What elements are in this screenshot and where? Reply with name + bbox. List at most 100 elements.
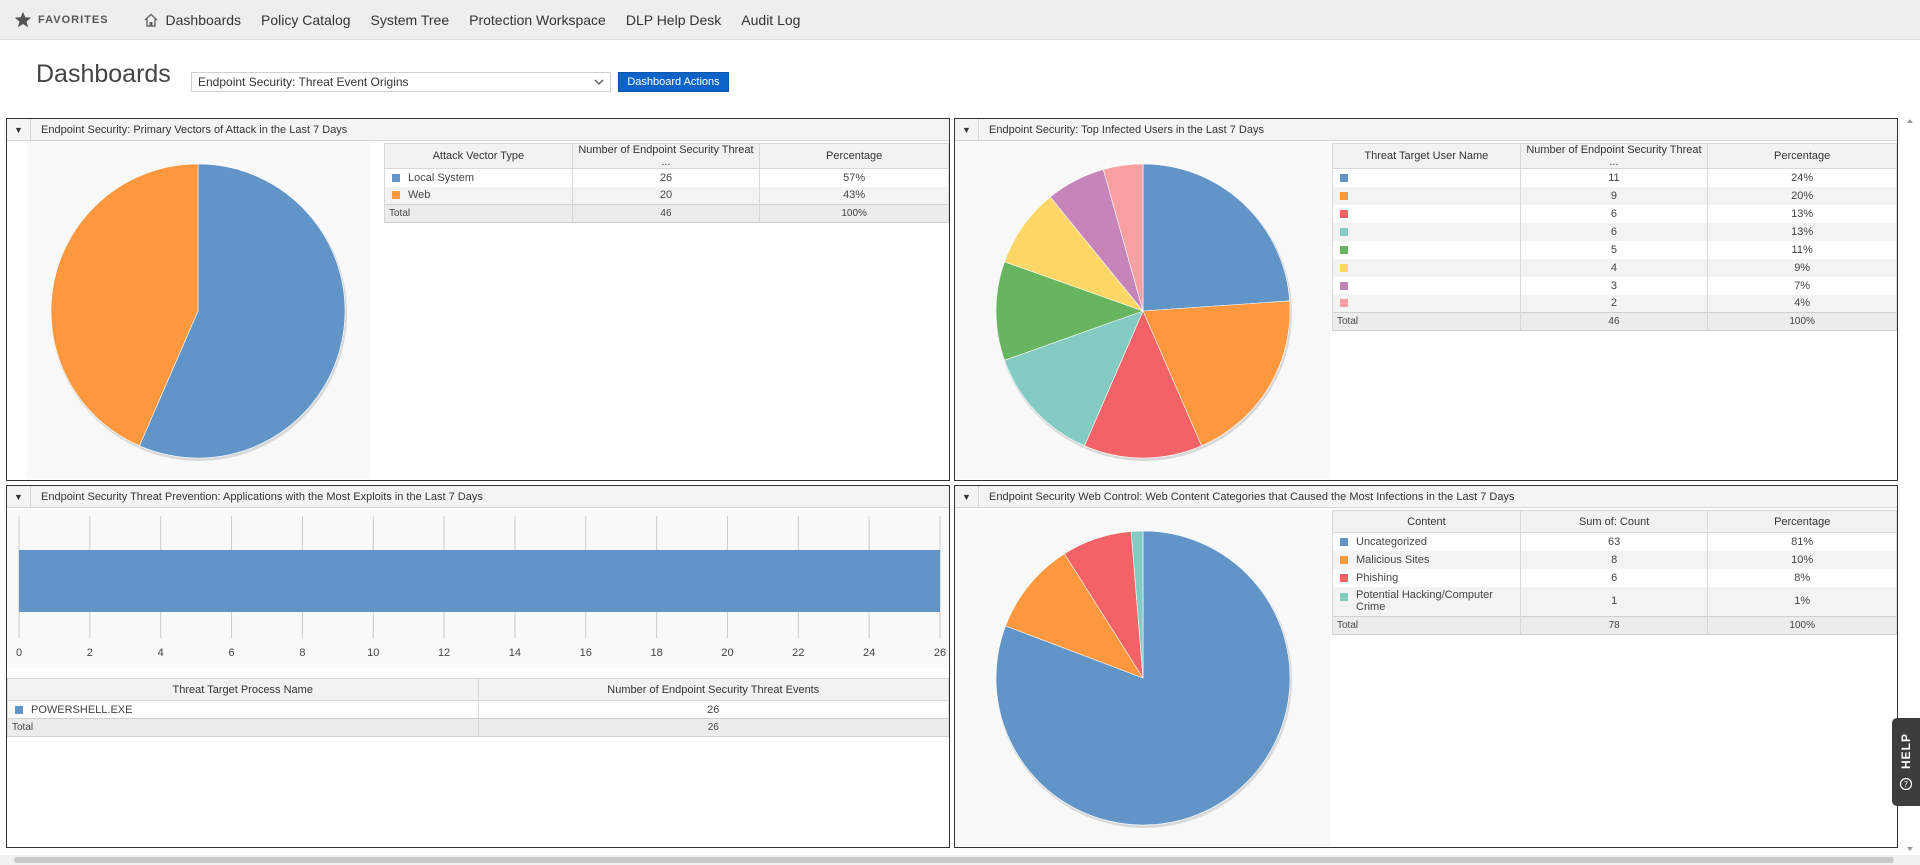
pie-slice[interactable] xyxy=(1084,310,1202,459)
vectors-chart-area xyxy=(27,143,371,479)
row-count: 8 xyxy=(1519,550,1709,569)
nav-system-tree[interactable]: System Tree xyxy=(370,11,450,28)
column-header[interactable]: Threat Target User Name xyxy=(1332,143,1521,169)
legend-swatch xyxy=(1340,299,1348,308)
table-row[interactable]: 4 9% xyxy=(1332,258,1897,277)
apps-bar-chart: 0 2 4 6 8 10 12 14 16 18 20 22 24 26 xyxy=(16,516,946,659)
table-row[interactable]: POWERSHELL.EXE 26 xyxy=(7,700,949,719)
horizontal-scrollbar[interactable] xyxy=(0,855,1920,865)
x-tick-label: 20 xyxy=(721,647,733,659)
pie-slice[interactable] xyxy=(50,163,199,447)
scroll-arrows-icon xyxy=(1907,119,1913,851)
collapse-toggle-icon[interactable]: ▼ xyxy=(955,119,979,141)
nav-policy-catalog[interactable]: Policy Catalog xyxy=(261,11,351,28)
column-header[interactable]: Percentage xyxy=(1707,143,1897,169)
pie-slice[interactable] xyxy=(1142,300,1291,447)
column-header[interactable]: Content xyxy=(1332,510,1521,533)
favorites-menu[interactable]: FAVORITES xyxy=(14,11,109,29)
column-header[interactable]: Threat Target Process Name xyxy=(7,678,479,701)
total-label: Total xyxy=(7,718,479,737)
panel-infected-users: ▼ Endpoint Security: Top Infected Users … xyxy=(954,118,1898,481)
nav-protection-workspace[interactable]: Protection Workspace xyxy=(469,11,606,28)
pie-slice[interactable] xyxy=(1142,163,1290,312)
table-row[interactable]: Phishing 6 8% xyxy=(1332,568,1897,587)
star-icon xyxy=(14,11,32,27)
pie-slice[interactable] xyxy=(995,261,1144,361)
scrollbar-thumb[interactable] xyxy=(14,857,1894,863)
row-count: 3 xyxy=(1519,276,1709,295)
users-table: Threat Target User Name Number of Endpoi… xyxy=(1332,143,1897,331)
legend-swatch xyxy=(1340,209,1348,218)
nav-dashboards[interactable]: Dashboards xyxy=(143,12,241,28)
table-row[interactable]: Malicious Sites 8 10% xyxy=(1332,550,1897,569)
total-row: Total 78 100% xyxy=(1332,616,1897,635)
column-header[interactable]: Attack Vector Type xyxy=(384,143,573,169)
column-header[interactable]: Percentage xyxy=(759,143,949,169)
column-header[interactable]: Percentage xyxy=(1707,510,1897,533)
pie-slice[interactable] xyxy=(1130,530,1144,679)
panel-header: ▼ Endpoint Security: Primary Vectors of … xyxy=(7,119,949,141)
row-count: 6 xyxy=(1519,222,1709,241)
row-name: Local System xyxy=(408,171,475,184)
total-row: Total 26 xyxy=(7,718,949,737)
apps-chart-area: 0 2 4 6 8 10 12 14 16 18 20 22 24 26 xyxy=(7,510,949,668)
table-row[interactable]: 6 13% xyxy=(1332,222,1897,241)
vertical-scrollbar[interactable] xyxy=(1904,117,1916,855)
table-row[interactable]: Local System 26 57% xyxy=(384,168,949,187)
pie-slice[interactable] xyxy=(1102,163,1144,312)
table-row[interactable]: Potential Hacking/Computer Crime 1 1% xyxy=(1332,586,1897,617)
collapse-toggle-icon[interactable]: ▼ xyxy=(7,486,31,508)
total-percentage: 100% xyxy=(1707,616,1897,635)
column-header[interactable]: Sum of: Count xyxy=(1519,510,1709,533)
dashboard-actions-button[interactable]: Dashboard Actions xyxy=(618,72,729,92)
apps-table: Threat Target Process Name Number of End… xyxy=(7,678,949,737)
dashboard-select[interactable]: Endpoint Security: Threat Event Origins xyxy=(191,72,611,92)
row-percentage: 81% xyxy=(1707,532,1897,551)
nav-audit-log[interactable]: Audit Log xyxy=(741,11,801,28)
row-count: 5 xyxy=(1519,240,1709,259)
table-row[interactable]: 9 20% xyxy=(1332,186,1897,205)
table-row[interactable]: 3 7% xyxy=(1332,276,1897,295)
table-row[interactable]: 6 13% xyxy=(1332,204,1897,223)
total-count: 46 xyxy=(571,204,761,223)
collapse-toggle-icon[interactable]: ▼ xyxy=(7,119,31,141)
pie-slice[interactable] xyxy=(139,163,346,459)
column-header[interactable]: Number of Endpoint Security Threat ... xyxy=(1519,143,1709,169)
column-header[interactable]: Number of Endpoint Security Threat Event… xyxy=(477,678,949,701)
help-circle-icon: ? xyxy=(1899,777,1913,791)
panel-exploited-applications: ▼ Endpoint Security Threat Prevention: A… xyxy=(6,485,950,848)
row-percentage: 13% xyxy=(1707,204,1897,223)
total-label: Total xyxy=(1332,616,1521,635)
total-percentage: 100% xyxy=(1707,312,1897,331)
table-row[interactable]: Web 20 43% xyxy=(384,186,949,205)
table-row[interactable]: 11 24% xyxy=(1332,168,1897,187)
top-nav: FAVORITES Dashboards Policy Catalog Syst… xyxy=(0,0,1920,40)
help-tab[interactable]: HELP ? xyxy=(1892,718,1920,806)
row-percentage: 20% xyxy=(1707,186,1897,205)
users-chart-area xyxy=(955,143,1331,479)
pie-slice[interactable] xyxy=(1005,553,1144,679)
pie-slice[interactable] xyxy=(1004,310,1144,447)
row-count: 6 xyxy=(1519,568,1709,587)
table-row[interactable]: 2 4% xyxy=(1332,294,1897,313)
row-count: 11 xyxy=(1519,168,1709,187)
web-table: Content Sum of: Count Percentage Uncateg… xyxy=(1332,510,1897,635)
bar[interactable] xyxy=(19,550,940,612)
x-tick-label: 24 xyxy=(863,647,875,659)
row-count: 4 xyxy=(1519,258,1709,277)
users-pie-chart xyxy=(995,163,1292,461)
legend-swatch xyxy=(1340,263,1348,272)
legend-swatch xyxy=(1340,593,1348,602)
table-row[interactable]: 5 11% xyxy=(1332,240,1897,259)
total-count: 46 xyxy=(1519,312,1709,331)
favorites-label: FAVORITES xyxy=(38,13,109,26)
table-row[interactable]: Uncategorized 63 81% xyxy=(1332,532,1897,551)
row-percentage: 43% xyxy=(759,186,949,205)
panel-title: Endpoint Security: Primary Vectors of At… xyxy=(41,123,348,136)
column-header[interactable]: Number of Endpoint Security Threat ... xyxy=(571,143,761,169)
x-tick-label: 2 xyxy=(87,647,93,659)
collapse-toggle-icon[interactable]: ▼ xyxy=(955,486,979,508)
dashboard-select-value: Endpoint Security: Threat Event Origins xyxy=(198,75,409,89)
nav-dlp-help-desk[interactable]: DLP Help Desk xyxy=(625,11,722,28)
row-percentage: 1% xyxy=(1707,586,1897,617)
